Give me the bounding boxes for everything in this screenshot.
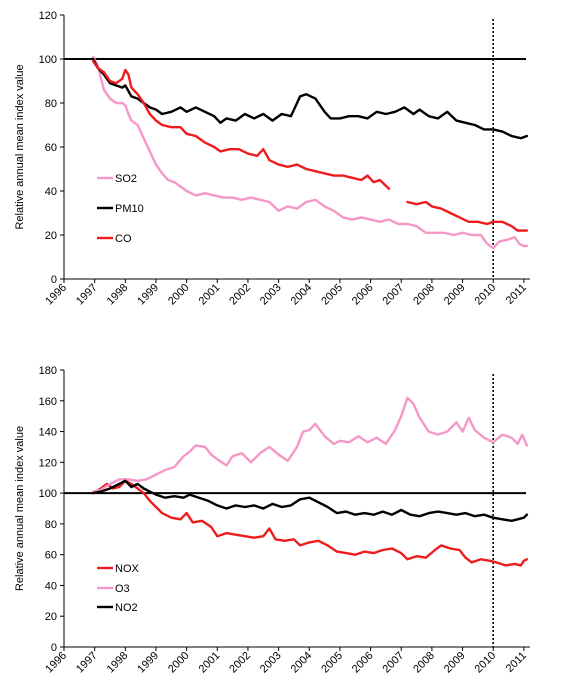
- series-line-o3: [91, 396, 529, 493]
- chart-1: Relative annual mean index value 0 20 40 60 8…: [14, 10, 530, 307]
- x-tick-label: 2001: [197, 282, 223, 308]
- y-tick-label: 80: [45, 98, 57, 110]
- x-tick-label: 2001: [197, 650, 223, 676]
- y-tick-label: 140: [39, 427, 57, 439]
- x-tick-label: 1996: [43, 650, 69, 676]
- x-tick-label: 1997: [74, 650, 100, 676]
- x-tick-label: 2006: [350, 650, 376, 676]
- y-tick-label: 120: [39, 10, 57, 22]
- x-tick-label: 2002: [227, 282, 253, 308]
- y-tick-label: 20: [45, 611, 57, 623]
- x-tick-label: 2004: [289, 650, 315, 676]
- x-tick-label: 2003: [258, 650, 284, 676]
- legend-label-o3: O3: [115, 583, 130, 595]
- x-tick-label: 2007: [381, 282, 407, 308]
- x-tick-label: 2010: [473, 282, 499, 308]
- x-tick-label: 2008: [411, 282, 437, 308]
- series-line-co: [406, 200, 529, 232]
- series-line-pm10: [91, 57, 529, 140]
- y-axis-label: Relative annual mean index value: [14, 64, 26, 229]
- x-tick-label: 2004: [289, 282, 315, 308]
- y-tick-label: 40: [45, 580, 57, 592]
- x-tick-label: 2009: [442, 650, 468, 676]
- series-line-so2: [91, 55, 529, 250]
- y-tick-label: 20: [45, 230, 57, 242]
- y-tick-label: 160: [39, 396, 57, 408]
- x-tick-label: 1998: [105, 282, 131, 308]
- x-tick-label: 2009: [442, 282, 468, 308]
- legend-label-so2: SO2: [115, 173, 137, 185]
- x-tick-label: 1999: [135, 650, 161, 676]
- legend-label-nox: NOX: [115, 563, 140, 575]
- x-tick-label: 1998: [105, 650, 131, 676]
- y-tick-label: 40: [45, 186, 57, 198]
- legend-label-pm10: PM10: [115, 203, 144, 215]
- x-tick-label: 2000: [166, 650, 192, 676]
- x-tick-label: 2002: [227, 650, 253, 676]
- x-tick-label: 2005: [319, 650, 345, 676]
- x-tick-label: 2008: [411, 650, 437, 676]
- x-tick-label: 2006: [350, 282, 376, 308]
- x-tick-label: 2005: [319, 282, 345, 308]
- chart-2: Relative annual mean index value 0 20 40 60 8…: [14, 365, 530, 675]
- legend-label-co: CO: [115, 233, 132, 245]
- y-tick-label: 180: [39, 365, 57, 377]
- y-tick-label: 0: [51, 642, 57, 654]
- x-tick-label: 2007: [381, 650, 407, 676]
- x-tick-label: 1999: [135, 282, 161, 308]
- legend-label-no2: NO2: [115, 602, 138, 614]
- x-tick-label: 2000: [166, 282, 192, 308]
- x-tick-label: 2003: [258, 282, 284, 308]
- y-tick-label: 100: [39, 488, 57, 500]
- x-tick-label: 1996: [43, 282, 69, 308]
- y-tick-label: 100: [39, 54, 57, 66]
- y-tick-label: 60: [45, 550, 57, 562]
- y-tick-label: 0: [51, 274, 57, 286]
- series-line-co: [91, 60, 391, 190]
- x-tick-label: 2011: [504, 650, 529, 675]
- y-tick-label: 80: [45, 519, 57, 531]
- series-line-nox: [91, 479, 529, 567]
- x-tick-label: 1997: [74, 282, 100, 308]
- x-tick-label: 2010: [473, 650, 499, 676]
- y-tick-label: 60: [45, 142, 57, 154]
- series-line-no2: [91, 479, 529, 522]
- y-axis-label: Relative annual mean index value: [14, 426, 26, 591]
- y-tick-label: 120: [39, 457, 57, 469]
- x-tick-label: 2011: [504, 282, 529, 307]
